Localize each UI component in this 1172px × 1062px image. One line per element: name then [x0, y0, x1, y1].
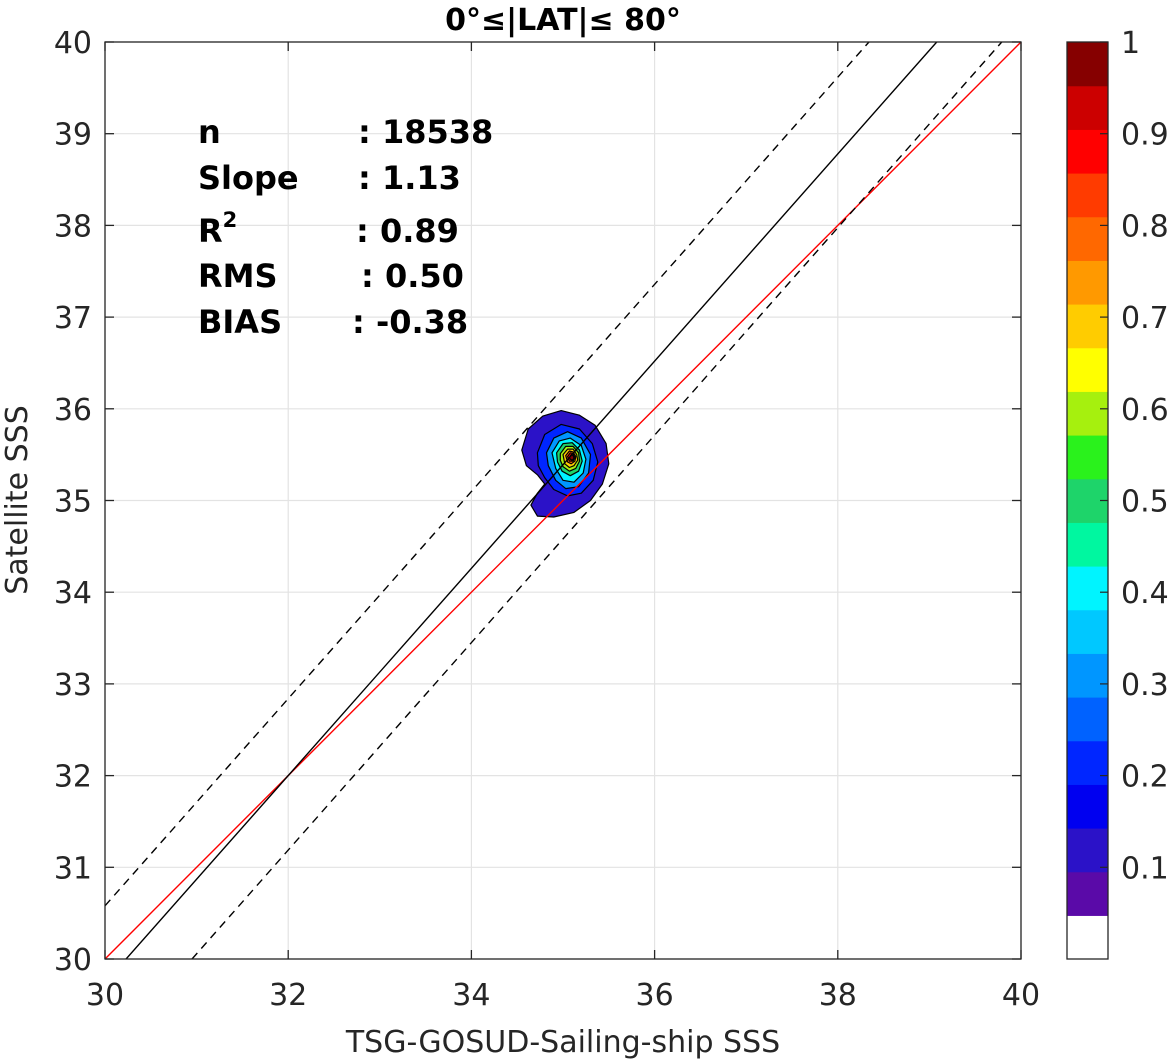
x-tick-label: 34 [452, 978, 490, 1013]
colorbar: 0.1 0.2 0.3 0.4 0.5 0.6 0.7 0.8 0.9 1 [1066, 26, 1169, 960]
x-axis-label: TSG-GOSUD-Sailing-ship SSS [345, 1025, 780, 1060]
colorbar-segment [1067, 216, 1108, 261]
reference-lines [105, 42, 1021, 959]
stat-label: n [198, 113, 221, 151]
y-tick-label: 39 [54, 118, 92, 153]
axis-ticks: 30 32 34 36 38 40 30 31 32 33 34 35 36 37 38 39 40 [54, 26, 1040, 1013]
x-tick-label: 32 [269, 978, 307, 1013]
y-tick-label: 40 [54, 26, 92, 61]
y-tick-label: 38 [54, 209, 92, 244]
colorbar-segment [1067, 609, 1108, 654]
y-tick-label: 32 [54, 760, 92, 795]
colorbar-segment [1067, 871, 1108, 916]
colorbar-segment [1067, 85, 1108, 130]
colorbar-segment [1067, 740, 1108, 785]
colorbar-segment [1067, 566, 1108, 611]
stat-value: : 0.50 [361, 257, 464, 295]
stat-label: Slope [198, 159, 299, 197]
one-to-one-line [105, 42, 1021, 959]
stat-value: : 0.89 [356, 212, 459, 250]
stat-label: BIAS [198, 303, 282, 341]
x-tick-label: 30 [86, 978, 124, 1013]
colorbar-segment [1067, 347, 1108, 392]
colorbar-tick-label: 0.6 [1121, 393, 1169, 428]
colorbar-segment [1067, 915, 1108, 960]
colorbar-tick-label: 0.8 [1121, 209, 1169, 244]
colorbar-segment [1067, 391, 1108, 436]
colorbar-tick-label: 0.7 [1121, 301, 1169, 336]
colorbar-tick-label: 0.5 [1121, 485, 1169, 520]
x-tick-label: 36 [636, 978, 674, 1013]
colorbar-segment [1067, 522, 1108, 567]
stat-value: : 18538 [358, 113, 493, 151]
colorbar-tick-label: 1 [1121, 26, 1140, 61]
y-tick-label: 36 [54, 393, 92, 428]
stats-annotation: n : 18538 Slope : 1.13 R2 : 0.89 RMS : 0.50 BIAS… [198, 113, 493, 341]
colorbar-tick-label: 0.2 [1121, 760, 1169, 795]
y-tick-label: 30 [54, 943, 92, 978]
y-tick-label: 37 [54, 301, 92, 336]
colorbar-segment [1067, 653, 1108, 698]
colorbar-segment [1067, 42, 1108, 87]
colorbar-segment [1067, 173, 1108, 218]
upper-bound-line [105, 42, 870, 907]
lower-bound-line [191, 42, 1003, 959]
colorbar-segment [1067, 697, 1108, 742]
x-tick-label: 38 [819, 978, 857, 1013]
colorbar-tick-label: 0.4 [1121, 576, 1169, 611]
y-tick-label: 33 [54, 668, 92, 703]
grid [104, 41, 1022, 960]
x-tick-label: 40 [1002, 978, 1040, 1013]
y-axis-label: Satellite SSS [0, 405, 35, 595]
colorbar-tick-label: 0.3 [1121, 668, 1169, 703]
regression-line [125, 42, 938, 959]
colorbar-tick-label: 0.9 [1121, 118, 1169, 153]
colorbar-segment [1067, 129, 1108, 174]
colorbar-segment [1067, 304, 1108, 349]
stat-label: RMS [198, 257, 278, 295]
y-tick-label: 35 [54, 485, 92, 520]
stat-value: : 1.13 [358, 159, 461, 197]
y-tick-label: 34 [54, 576, 92, 611]
colorbar-segment [1067, 435, 1108, 480]
stat-label: R2 [198, 208, 237, 250]
colorbar-segment [1067, 828, 1108, 873]
colorbar-segment [1067, 784, 1108, 829]
colorbar-tick-label: 0.1 [1121, 851, 1169, 886]
y-tick-label: 31 [54, 851, 92, 886]
colorbar-segment [1067, 260, 1108, 305]
chart-title: 0°≤|LAT|≤ 80° [445, 3, 681, 38]
stat-value: : -0.38 [352, 303, 468, 341]
